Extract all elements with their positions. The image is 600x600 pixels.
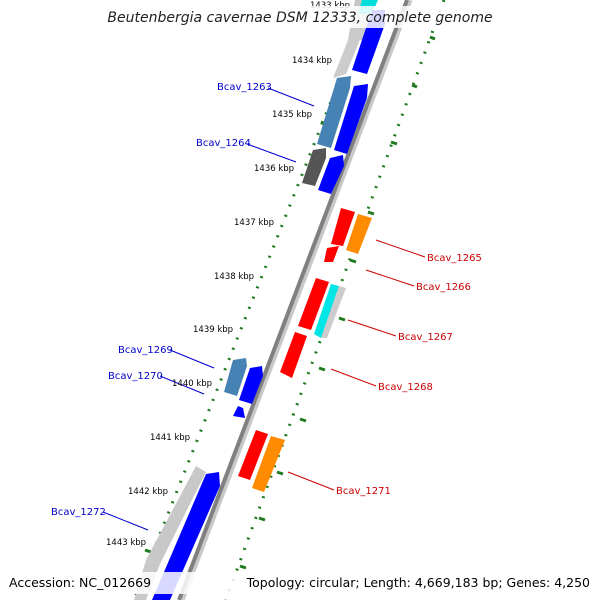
gene-bar [252, 436, 285, 492]
kbp-tick-label: 1434 kbp [292, 56, 332, 66]
gene-bar [298, 278, 329, 330]
map-title: Beutenbergia cavernae DSM 12333, complet… [107, 10, 492, 26]
gene-bar [346, 214, 372, 254]
kbp-tick-label: 1438 kbp [214, 272, 254, 282]
gene-bar [331, 208, 355, 246]
gene-label-lines [102, 87, 426, 531]
kbp-tick-label: 1440 kbp [172, 379, 212, 389]
gene-bar [146, 466, 206, 564]
gene-bar [233, 406, 245, 418]
gene-bar [334, 84, 368, 154]
gene-bar [239, 366, 263, 404]
backbone-shadow [179, 0, 413, 600]
gene-label-bcav-1266: Bcav_1266 [416, 282, 471, 293]
reverse-genes [238, 208, 372, 492]
kbp-tick-label: 1443 kbp [106, 538, 146, 548]
kbp-tick-label: 1442 kbp [128, 487, 168, 497]
backbone-line [177, 0, 409, 600]
gene-label-bcav-1270: Bcav_1270 [108, 371, 163, 382]
accession-text: Accession: NC_012669 [9, 575, 151, 590]
kbp-tick-label: 1437 kbp [234, 218, 274, 228]
gene-label-bcav-1263: Bcav_1263 [217, 82, 272, 93]
kbp-tick-label: 1435 kbp [272, 110, 312, 120]
gene-label-bcav-1268: Bcav_1268 [378, 382, 433, 393]
gene-bar [317, 76, 351, 148]
gene-label-bcav-1271: Bcav_1271 [336, 486, 391, 497]
gene-label-bcav-1272: Bcav_1272 [51, 507, 106, 518]
gene-label-bcav-1265: Bcav_1265 [427, 253, 482, 264]
gene-labels: Bcav_1263 Bcav_1264 Bcav_1265 Bcav_1266 … [51, 82, 482, 518]
title-backdrop [110, 6, 490, 28]
topology-summary-text: Topology: circular; Length: 4,669,183 bp… [246, 575, 590, 590]
gene-bar [280, 332, 307, 378]
gene-bar [314, 284, 339, 338]
kbp-tick-label: 1436 kbp [254, 164, 294, 174]
gene-label-bcav-1264: Bcav_1264 [196, 138, 251, 149]
gene-bar [321, 286, 346, 338]
gene-bar [152, 472, 220, 600]
gene-bar [318, 155, 344, 194]
gene-label-bcav-1269: Bcav_1269 [118, 345, 173, 356]
kbp-tick-label: 1439 kbp [193, 325, 233, 335]
gene-bar [333, 30, 364, 78]
kbp-tick-label: 1441 kbp [150, 433, 190, 443]
gene-bar [238, 430, 268, 480]
footer-backdrop [0, 572, 600, 594]
backbone [177, 0, 413, 600]
gene-label-bcav-1267: Bcav_1267 [398, 332, 453, 343]
gene-bar [224, 358, 247, 396]
gene-bar [324, 246, 339, 262]
gc-skew-ticks [144, 24, 436, 570]
gene-bar [302, 148, 326, 186]
